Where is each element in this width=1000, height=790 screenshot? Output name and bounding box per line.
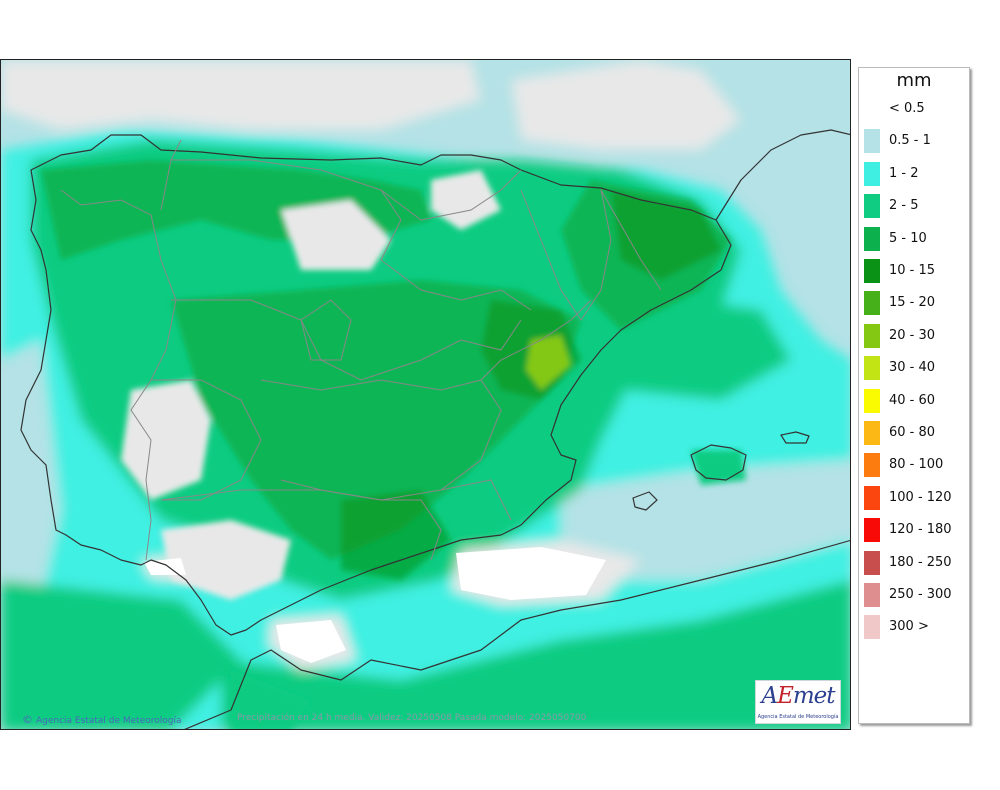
agency-name: Agencia Estatal de Meteorología — [36, 716, 182, 726]
border-extremadura — [151, 379, 262, 501]
menorca-outline — [780, 431, 810, 444]
field-dry-bay-of-biscay — [511, 60, 741, 150]
agency-credit: © Agencia Estatal de Meteorología — [22, 713, 182, 726]
legend-label: 1 - 2 — [889, 165, 919, 181]
legend-swatch — [864, 518, 880, 543]
precipitation-map — [0, 59, 851, 730]
field-green-alboran — [221, 580, 850, 729]
legend-label: 120 - 180 — [889, 522, 952, 538]
legend-swatch — [864, 97, 880, 121]
legend-label: 5 - 10 — [889, 230, 927, 246]
iberia-coastline — [20, 134, 732, 636]
legend-item: 20 - 30 — [859, 323, 969, 348]
legend-item: 0.5 - 1 — [859, 129, 969, 154]
legend-swatch — [864, 226, 880, 251]
france-coastline — [715, 129, 850, 221]
field-green-atlantic — [1, 580, 241, 729]
legend-swatch — [864, 323, 880, 348]
legend-item: 120 - 180 — [859, 518, 969, 543]
legend-item: 60 - 80 — [859, 421, 969, 445]
legend-swatch — [864, 583, 880, 607]
copyright-symbol: © — [22, 713, 33, 726]
border-portugal — [60, 189, 177, 561]
field-white-1 — [456, 547, 606, 600]
legend-label: 0.5 - 1 — [889, 133, 931, 149]
legend-swatch — [864, 129, 880, 154]
field-dry-north-sea — [1, 60, 481, 130]
border-catalonia — [600, 189, 662, 291]
legend-label: 2 - 5 — [889, 198, 919, 214]
legend-swatch — [864, 421, 880, 445]
legend-label: 250 - 300 — [889, 587, 952, 602]
legend-item: 5 - 10 — [859, 226, 969, 251]
legend-label: 15 - 20 — [889, 295, 936, 311]
legend-swatch — [864, 550, 880, 575]
legend-label: 60 - 80 — [889, 425, 936, 440]
legend-item: 180 - 250 — [859, 550, 969, 575]
border-madrid — [300, 299, 352, 361]
legend-swatch — [864, 161, 880, 186]
legend-item: 300 > — [859, 615, 969, 640]
border-basque — [380, 169, 522, 221]
field-dry-cantabria — [281, 200, 391, 270]
legend-label: 100 - 120 — [889, 489, 952, 505]
ibiza-outline — [632, 491, 658, 511]
logo-wordmark: AEmet — [761, 683, 835, 709]
morocco-coastline — [184, 539, 850, 729]
legend-swatch — [864, 453, 880, 478]
legend-item: 250 - 300 — [859, 583, 969, 607]
border-murcia — [440, 479, 512, 521]
legend-swatch — [864, 259, 880, 283]
aemet-logo: AEmet Agencia Estatal de Meteorología — [755, 680, 841, 724]
border-aragon — [520, 189, 612, 321]
legend-swatch — [864, 615, 880, 640]
legend-label: 10 - 15 — [889, 263, 936, 278]
border-andalucia — [160, 489, 442, 561]
border-valencia — [480, 299, 592, 381]
legend-item: 30 - 40 — [859, 356, 969, 381]
field-green-east-sea — [621, 290, 791, 400]
field-green3-catalonia — [611, 190, 721, 280]
legend-swatch — [864, 485, 880, 510]
field-white-2 — [276, 620, 346, 663]
logo-subtitle: Agencia Estatal de Meteorología — [757, 714, 839, 720]
legend-label: 30 - 40 — [889, 360, 936, 376]
legend-label: 20 - 30 — [889, 327, 936, 343]
field-green3-south — [341, 490, 451, 580]
border-castilla-leon — [171, 159, 532, 311]
field-dry-extremadura — [121, 380, 211, 500]
legend-item: 80 - 100 — [859, 453, 969, 478]
field-dry-andalucia — [161, 520, 291, 600]
field-light-mediterranean — [561, 460, 850, 580]
legend-label: 40 - 60 — [889, 392, 936, 408]
legend-swatch — [864, 356, 880, 381]
legend-swatch — [864, 388, 880, 413]
legend-swatch — [864, 194, 880, 219]
field-green5-valencia — [526, 335, 571, 390]
field-light-sw — [1, 340, 61, 620]
field-green-morocco — [231, 670, 311, 729]
legend-swatch — [864, 291, 880, 316]
legend-label: 80 - 100 — [889, 457, 944, 473]
legend-item: 1 - 2 — [859, 161, 969, 186]
border-central — [171, 299, 522, 381]
legend-item: < 0.5 — [859, 97, 969, 121]
legend-item: 2 - 5 — [859, 194, 969, 219]
legend-item: 100 - 120 — [859, 485, 969, 510]
map-canvas — [1, 60, 850, 729]
legend-label: < 0.5 — [889, 101, 925, 116]
field-white-3 — [144, 558, 186, 575]
legend-item: 40 - 60 — [859, 388, 969, 413]
precipitation-legend: mm < 0.5 0.5 - 1 1 - 2 2 - 5 5 - 10 10 - 15 15… — [858, 67, 970, 724]
mallorca-outline — [690, 444, 747, 481]
legend-unit: mm — [896, 70, 932, 91]
validity-info: Precipitación en 24 h media. Validez: 20… — [237, 713, 587, 723]
legend-item: 15 - 20 — [859, 291, 969, 316]
legend-item: 10 - 15 — [859, 259, 969, 283]
legend-label: 300 > — [889, 619, 929, 635]
legend-label: 180 - 250 — [889, 554, 952, 570]
